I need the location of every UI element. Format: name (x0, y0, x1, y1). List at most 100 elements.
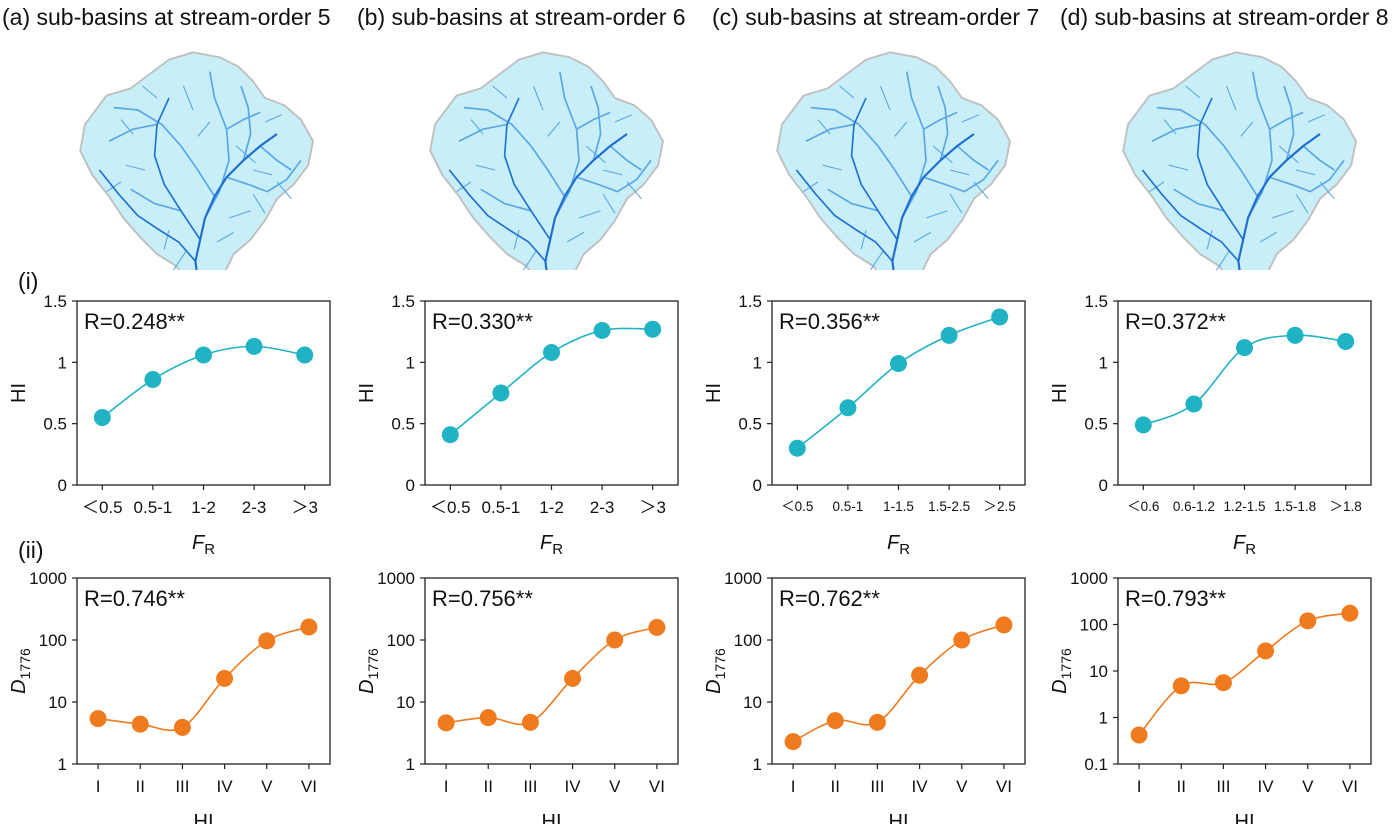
data-point-5 (953, 631, 971, 649)
data-point-3 (543, 344, 560, 362)
y-axis-label: HI (8, 383, 30, 403)
tributary (913, 231, 932, 243)
major-branch (1141, 97, 1244, 262)
tributary (228, 210, 251, 219)
x-tick-label: V (1302, 777, 1314, 796)
x-tick-label: 1.5-1.8 (1274, 499, 1316, 514)
stream-branch (1173, 188, 1225, 212)
series-line (1138, 612, 1351, 736)
data-point-3 (173, 718, 191, 736)
y-tick-label: 1000 (1070, 569, 1108, 588)
y-tick-label: 1.5 (738, 292, 762, 311)
y-tick-label: 1 (753, 755, 762, 774)
x-axis-label: HI (1235, 811, 1255, 824)
tributary (961, 114, 980, 123)
data-point-4 (593, 321, 611, 339)
tributary (1307, 114, 1326, 123)
stream-branch (554, 71, 580, 219)
tributary (839, 85, 855, 99)
correlation-annotation: R=0.330** (432, 309, 533, 334)
x-tick-label: III (1216, 777, 1230, 796)
tributary (949, 169, 970, 176)
y-tick-label: 0.5 (1084, 415, 1108, 434)
x-tick-label: 1-1.5 (883, 499, 914, 514)
x-tick-label: 0.5-1 (134, 498, 173, 517)
main-stream (1237, 133, 1321, 270)
chart-i-d: 0 0.5 1 1.5 ＜0.6 0.6-1.2 1.2-1.5 1.5-1.8 ＞1.8 R=0… (1049, 292, 1372, 558)
stream-branch (590, 85, 602, 161)
data-point-4 (911, 666, 929, 684)
plot-frame (424, 577, 679, 765)
data-point-3 (521, 713, 539, 731)
tributary (182, 85, 194, 111)
y-tick-label: 1000 (724, 569, 762, 588)
data-point-2 (826, 712, 844, 730)
basin-map-a (79, 51, 315, 270)
x-axis-label: HI (194, 811, 214, 824)
y-tick-label: 10 (48, 693, 67, 712)
y-tick-label: 100 (1080, 616, 1108, 635)
y-tick-label: 1000 (29, 569, 67, 588)
tributary (1185, 85, 1201, 99)
y-tick-label: 0.5 (43, 415, 67, 434)
tributary (125, 164, 146, 171)
y-tick-label: 1.5 (391, 292, 415, 311)
main-stream (544, 133, 628, 270)
data-point-4 (245, 337, 263, 355)
x-tick-label: VI (996, 777, 1012, 796)
x-tick-label: IV (565, 777, 582, 796)
x-tick-label: 1-2 (191, 498, 216, 517)
y-axis-label: D1776 (8, 648, 33, 694)
tributary (614, 114, 633, 123)
y-tick-label: 0 (406, 476, 415, 495)
stream-branch (204, 71, 230, 219)
stream-branch (108, 123, 158, 142)
data-point-3 (1214, 674, 1232, 692)
series-line (792, 624, 1005, 743)
panel-letter: (a) (2, 4, 31, 30)
data-point-4 (1257, 642, 1275, 660)
panel-title-text: sub-basins at stream-order 8 (1094, 4, 1389, 30)
tributary (252, 169, 273, 176)
tributary (1259, 231, 1278, 243)
x-tick-label: IV (217, 777, 234, 796)
y-axis-label: D1776 (703, 648, 728, 694)
x-tick-label: ＜0.5 (82, 498, 123, 517)
data-point-2 (479, 709, 497, 727)
data-point-6 (995, 616, 1013, 634)
x-tick-label: III (870, 777, 884, 796)
tributary (578, 210, 601, 219)
stream-branch (1156, 106, 1259, 197)
basin-map-d (1122, 51, 1358, 270)
stream-branch (1247, 71, 1273, 219)
data-point-2 (131, 715, 149, 733)
data-point-2 (839, 399, 857, 417)
data-point-4 (1286, 326, 1304, 344)
x-tick-label: II (1177, 777, 1186, 796)
data-point-1 (441, 426, 459, 444)
x-tick-label: ＞3 (291, 498, 317, 517)
y-tick-label: 1 (58, 353, 67, 372)
tributary (172, 251, 187, 270)
stream-branch (463, 106, 566, 197)
x-tick-label: ＞3 (639, 498, 665, 517)
stream-branch (827, 188, 879, 212)
stream-branch (113, 106, 216, 197)
tributary (1168, 164, 1189, 171)
stream-branch (226, 159, 302, 193)
x-tick-label: 1-2 (539, 498, 564, 517)
correlation-annotation: R=0.762** (779, 586, 880, 611)
tributary (879, 85, 891, 111)
stream-branch (576, 111, 611, 130)
y-axis-label: HI (703, 383, 725, 403)
panel-title-c: (c) sub-basins at stream-order 7 (712, 4, 1039, 31)
tributary (547, 121, 561, 137)
x-axis-label: HI (889, 811, 909, 824)
x-tick-label: I (1137, 777, 1142, 796)
chart-i-c: 0 0.5 1 1.5 ＜0.5 0.5-1 1-1.5 1.5-2.5 ＞2.5 R=0.356… (703, 292, 1026, 558)
data-point-5 (644, 320, 662, 338)
y-tick-label: 0 (58, 476, 67, 495)
